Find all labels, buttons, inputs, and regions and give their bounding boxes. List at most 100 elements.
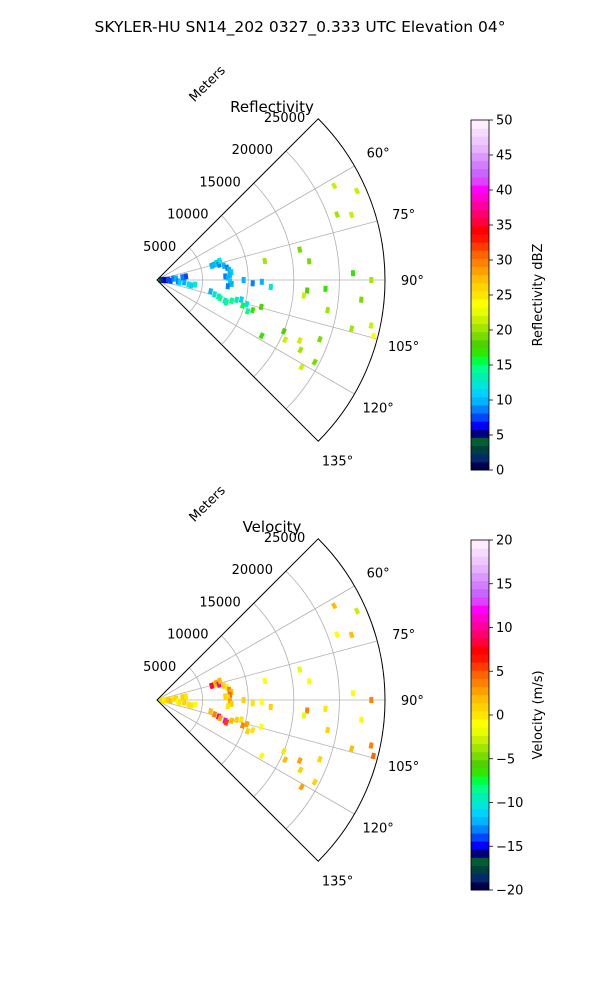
range-tick-label: 20000 [232,563,273,578]
range-tick-label: 15000 [199,595,240,610]
radar-gate [298,363,305,371]
colorbar-tick-label: 20 [496,324,513,339]
range-axis-label: Meters [187,483,229,525]
radar-gate [225,283,231,290]
radar-gate [282,756,289,764]
colorbar-segment [471,356,489,365]
colorbar-segment [471,881,489,891]
colorbar-tick-label: 5 [496,429,504,444]
panel-1: Velocity 5000 10000 15000 20000 25000 60° 75° 90… [143,483,546,898]
colorbar-segment [471,225,489,235]
radar-gate [258,332,265,340]
radar-gate [282,336,289,344]
radar-gate [323,705,328,712]
radar-gate [207,288,214,295]
colorbar-segment [471,759,489,769]
colorbar-segment [471,323,489,333]
colorbar-tick-label: 0 [496,464,504,479]
colorbar-segment [471,857,489,867]
range-tick-label: 5000 [143,240,176,255]
radar-gate [241,697,246,703]
radar-gate [250,700,255,707]
azimuth-tick-label: 120° [362,822,393,837]
radar-panels: Reflectivity 5000 10000 15000 20000 25000 60° 7… [143,63,546,898]
azimuth-gridline [156,165,355,281]
colorbar-segment [471,719,489,728]
colorbar-segment [471,833,489,842]
colorbar-segment [471,429,489,438]
colorbar-segment [471,792,489,801]
radar-gate [233,716,240,724]
azimuth-tick-label: 135° [322,455,353,470]
range-tick-label: 20000 [232,143,273,158]
azimuth-tick-label: 90° [401,694,424,709]
radar-gate [301,292,307,299]
radar-gate [325,726,331,734]
colorbar-segment [471,217,489,227]
radar-gate [304,707,310,714]
radar-gate [239,301,246,309]
radar-gate [225,703,231,710]
radar-gate [244,727,251,735]
colorbar-segment [471,548,489,557]
panel-0: Reflectivity 5000 10000 15000 20000 25000 60° 7… [143,63,546,478]
azimuth-tick-label: 105° [388,340,419,355]
colorbar-segment [471,445,489,455]
colorbar-segment [471,727,489,736]
colorbar-segment [471,242,489,251]
colorbar-segment [471,209,489,219]
colorbar-segment [471,556,489,565]
azimuth-tick-label: 75° [392,628,415,643]
radar-gate [238,716,245,723]
colorbar-segment [471,201,489,211]
colorbar-segment [471,136,489,145]
colorbar-tick-label: 25 [496,289,513,304]
colorbar-segment [471,824,489,834]
colorbar-tick-label: −20 [496,884,523,899]
radar-gate [349,325,355,332]
range-tick-label: 25000 [264,531,305,546]
colorbar-segment [471,645,489,655]
radar-gate [244,300,250,308]
colorbar-segment [471,678,489,688]
range-tick-label: 10000 [167,628,208,643]
radar-gate [244,307,251,315]
radar-gate [241,277,246,283]
radar-gate [334,630,340,638]
colorbar-tick-label: 15 [496,359,513,374]
range-axis-label: Meters [187,63,229,105]
colorbar-tick-label: 45 [496,149,513,164]
colorbar-segment [471,266,489,276]
colorbar-segment [471,865,489,875]
radar-gate [311,778,318,786]
azimuth-tick-label: 75° [392,208,415,223]
radar-gate [229,700,234,708]
colorbar-segment [471,388,489,398]
colorbar-segment [471,767,489,777]
panel-title: Velocity [243,518,302,536]
colorbar-tick-label: −15 [496,840,523,855]
radar-gate [353,187,361,195]
colorbar-segment [471,849,489,858]
azimuth-tick-label: 60° [367,146,390,161]
colorbar-segment [471,670,489,679]
colorbar-segment [471,580,489,590]
colorbar-tick-label: 15 [496,577,513,592]
radar-gate [233,296,240,304]
radar-gate [298,783,305,791]
panel-title: Reflectivity [230,98,314,116]
radar-gate [258,723,264,731]
colorbar-segment [471,461,489,471]
colorbar-segment [471,613,489,622]
range-tick-label: 25000 [264,111,305,126]
radar-gate [297,346,304,354]
radar-gate [183,693,189,700]
radar-gate [369,697,374,703]
colorbar-segment [471,364,489,373]
colorbar-segment [471,637,489,647]
colorbar-tick-label: 10 [496,394,513,409]
colorbar-segment [471,152,489,162]
radar-gate [368,742,374,749]
colorbar-segment [471,128,489,137]
radar-gate [259,278,264,285]
